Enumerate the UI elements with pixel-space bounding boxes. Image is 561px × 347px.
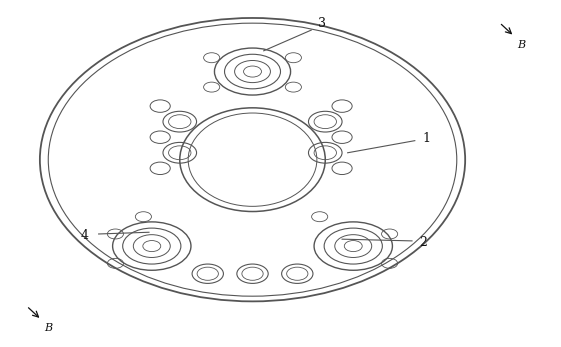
Text: B: B: [517, 40, 525, 50]
Text: 2: 2: [419, 236, 427, 249]
Text: 3: 3: [319, 17, 327, 29]
Text: 4: 4: [81, 229, 89, 242]
Text: 1: 1: [422, 133, 430, 145]
Text: B: B: [44, 323, 53, 333]
